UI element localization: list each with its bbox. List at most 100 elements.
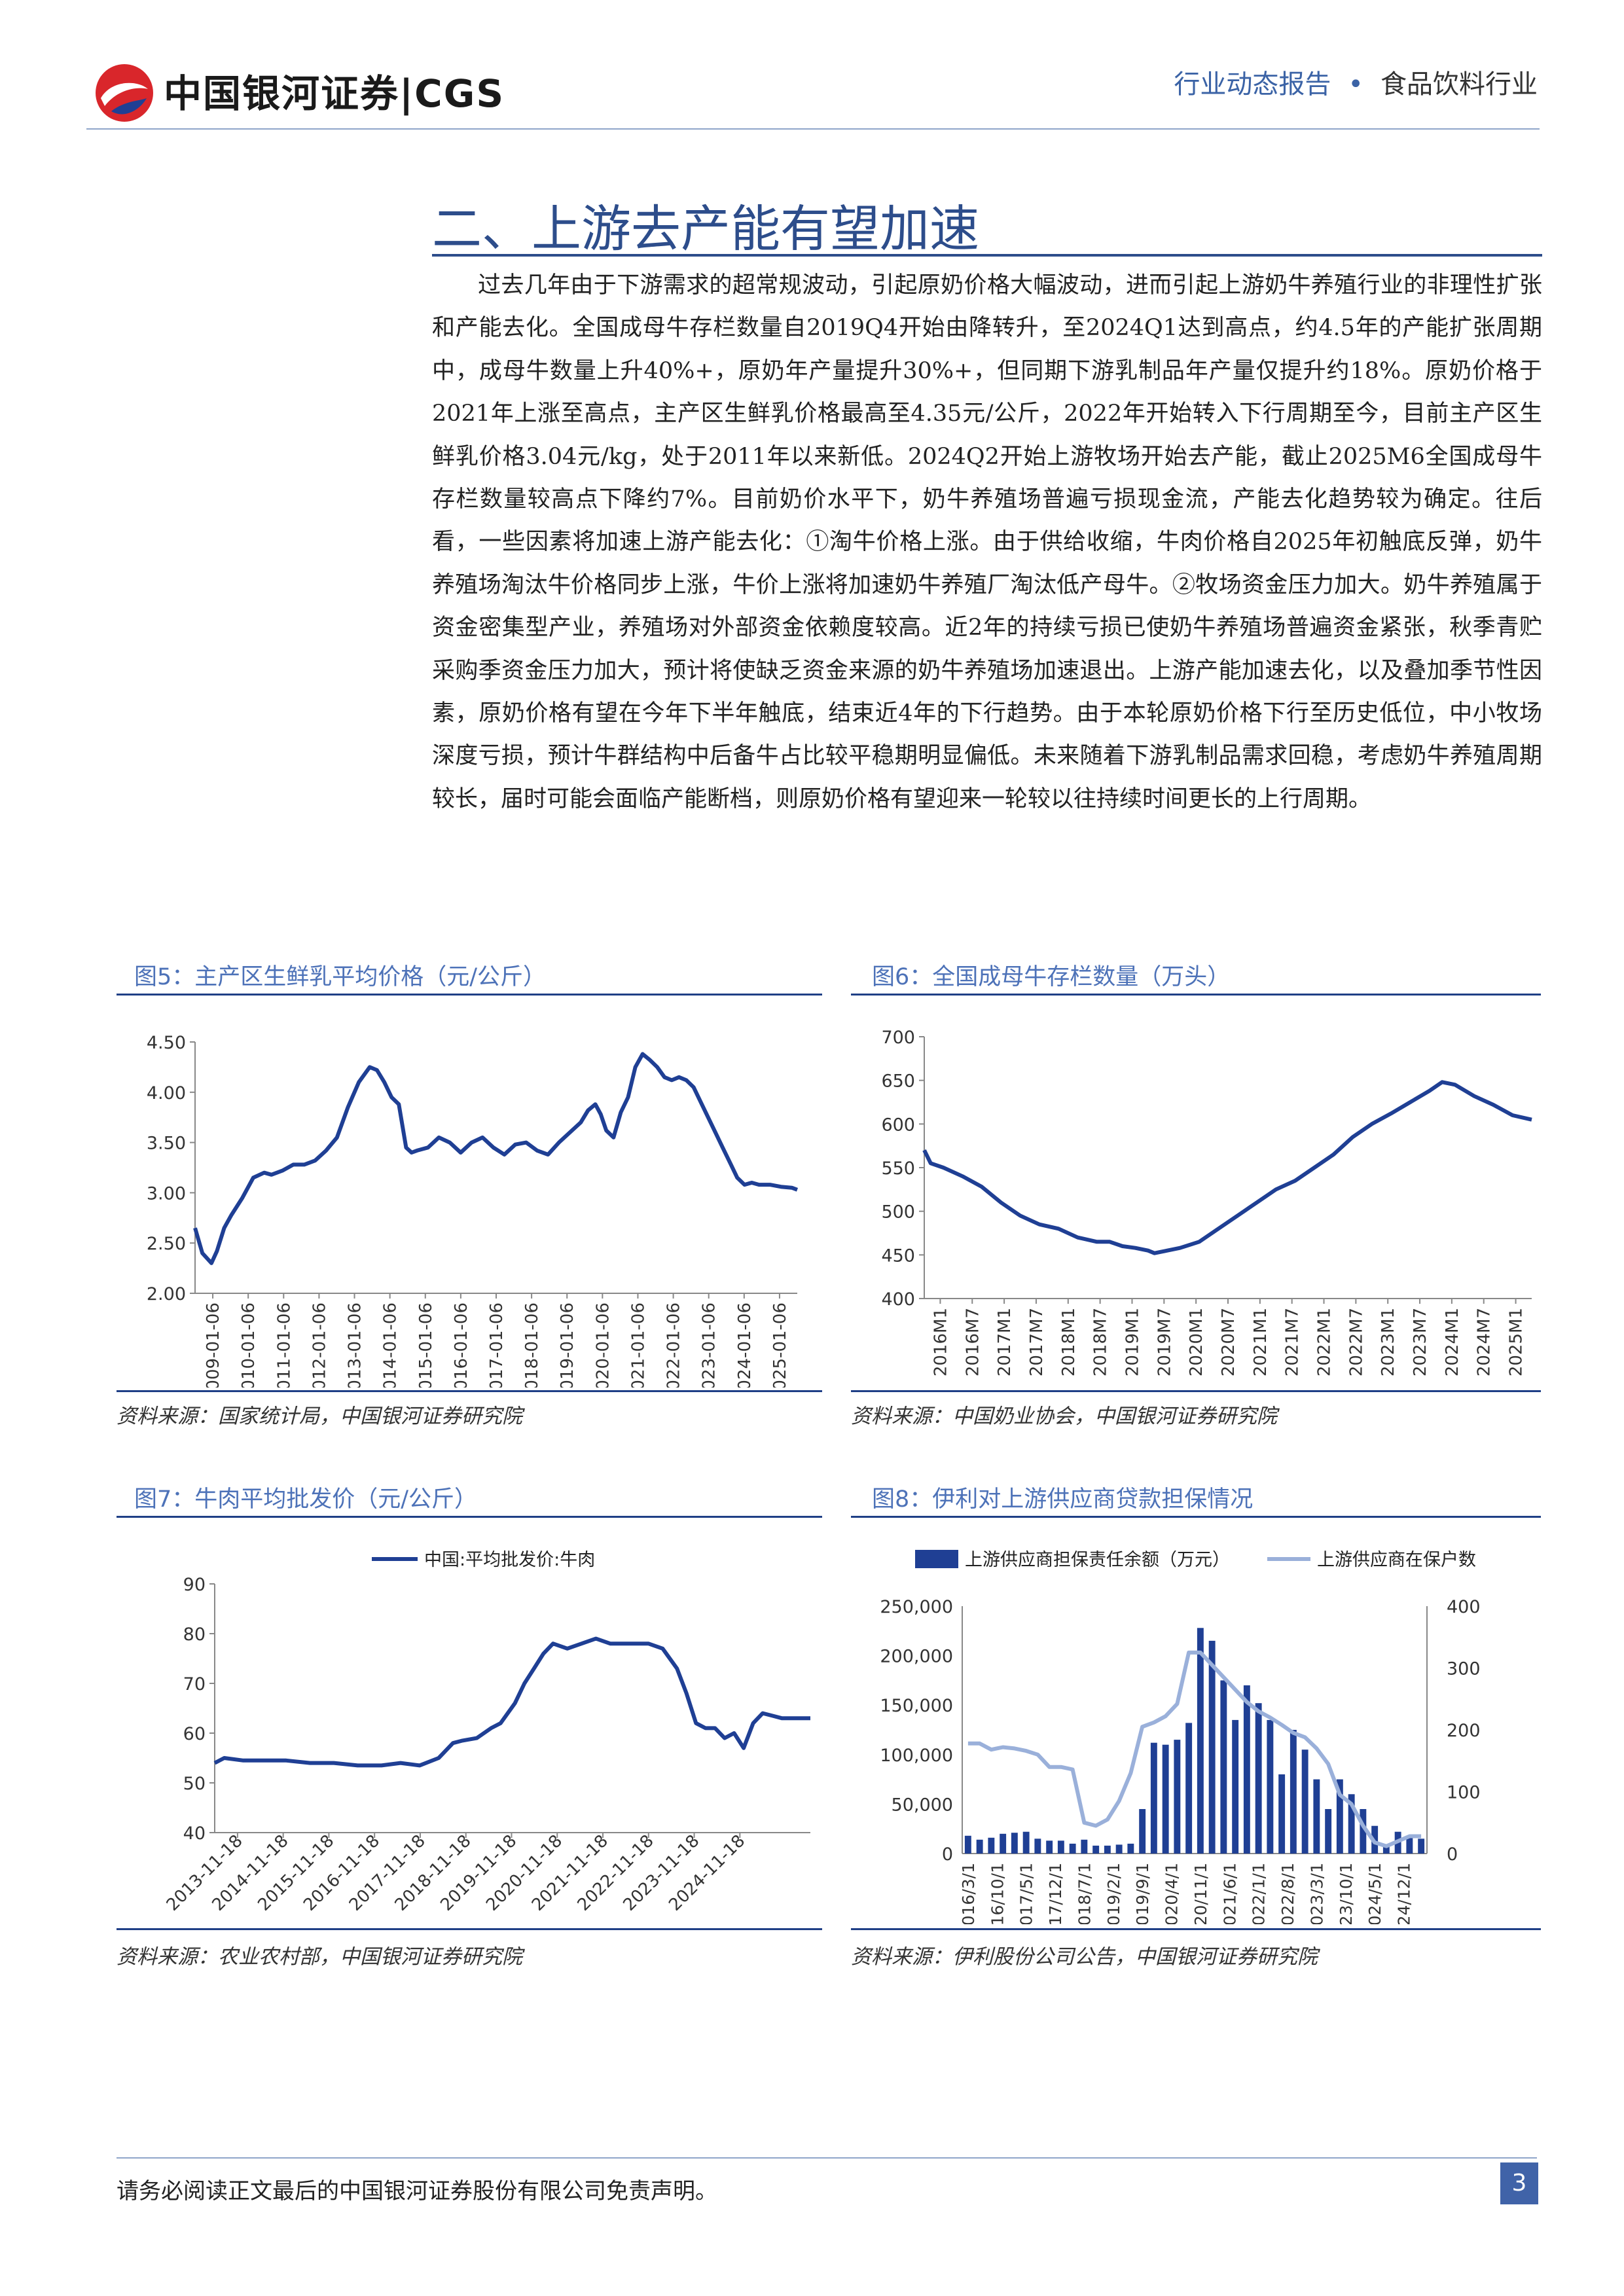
y-tick-label: 40 (183, 1823, 206, 1844)
x-tick-label: 2019M7 (1155, 1308, 1174, 1376)
x-tick-label: 2022-01-06 (664, 1302, 684, 1388)
bar (1034, 1839, 1041, 1854)
x-tick-label: 2014-01-06 (381, 1302, 401, 1388)
section-divider (432, 254, 1542, 257)
fig6-title: 图6：全国成母牛存栏数量（万头） (872, 964, 1231, 990)
x-tick-label: 2017/12/1 (1046, 1863, 1065, 1924)
report-type: 行业动态报告 (1174, 69, 1331, 99)
x-tick-label: 2022/8/1 (1278, 1863, 1297, 1924)
bar (964, 1835, 971, 1854)
x-tick-label: 2015-01-06 (416, 1302, 436, 1388)
x-tick-label: 2018M1 (1059, 1308, 1079, 1376)
y-tick-label: 600 (881, 1115, 915, 1135)
bar (976, 1839, 983, 1854)
fig5-chart: 4.50 4.00 3.50 3.00 2.50 2.00 2009-01-06 2010-0… (147, 1033, 799, 1388)
x-tick-label: 2025M1 (1507, 1308, 1526, 1376)
bar (1162, 1744, 1169, 1854)
y-tick-label: 450 (881, 1246, 915, 1266)
x-tick-label: 2012-01-06 (310, 1302, 329, 1388)
right-y-tick-label: 100 (1447, 1783, 1481, 1803)
fig6-bottom-rule (851, 1390, 1541, 1392)
x-tick-label: 2018M7 (1091, 1308, 1111, 1376)
fig7-rule (117, 1516, 822, 1518)
right-y-tick-label: 200 (1447, 1721, 1481, 1741)
y-tick-label: 650 (881, 1071, 915, 1092)
x-tick-label: 2020/11/1 (1191, 1863, 1210, 1924)
bar (1406, 1837, 1413, 1854)
fig6-chart: 700 650 600 550 500 450 400 2016M1 2016M7 2017M1 2… (881, 1028, 1532, 1376)
section-title: 二、上游去产能有望加速 (432, 200, 979, 258)
fig5-title: 图5：主产区生鲜乳平均价格（元/公斤） (134, 964, 547, 990)
x-tick-label: 2021-01-06 (628, 1302, 648, 1388)
x-tick-label: 2020/4/1 (1163, 1863, 1182, 1924)
bar (1278, 1774, 1286, 1854)
x-tick-label: 2016/10/1 (988, 1863, 1007, 1924)
x-tick-label: 2017/5/1 (1017, 1863, 1036, 1924)
left-y-tick-label: 50,000 (892, 1795, 953, 1815)
body-paragraph: 过去几年由于下游需求的超常规波动，引起原奶价格大幅波动，进而引起上游奶牛养殖行业… (432, 272, 1542, 812)
bar (1336, 1779, 1343, 1854)
bar (1208, 1640, 1216, 1854)
x-tick-label: 2024/12/1 (1395, 1863, 1414, 1924)
bar (988, 1837, 995, 1854)
fig5-source: 资料来源：国家统计局，中国银河证券研究院 (117, 1405, 522, 1428)
footer-disclaimer: 请务必阅读正文最后的中国银河证券股份有限公司免责声明。 (117, 2178, 717, 2204)
bar (1081, 1839, 1088, 1854)
x-tick-label: 2010-01-06 (239, 1302, 259, 1388)
fig8-chart: 250,000 200,000 150,000 100,000 50,000 0 400 30… (880, 1550, 1481, 1924)
fig7-source: 资料来源：农业农村部，中国银河证券研究院 (117, 1945, 522, 1969)
x-tick-label: 2024/5/1 (1365, 1863, 1384, 1924)
x-tick-label: 2018/7/1 (1075, 1863, 1094, 1924)
bar (1104, 1845, 1111, 1854)
x-tick-label: 2023M1 (1379, 1308, 1398, 1376)
bar (1127, 1843, 1134, 1854)
brand-name: 中国银河证券|CGS (164, 71, 505, 116)
x-tick-label: 2020M7 (1219, 1308, 1238, 1376)
bar (1290, 1730, 1297, 1854)
fig5-rule (117, 994, 822, 996)
x-tick-label: 2020-01-06 (593, 1302, 613, 1388)
bar (1185, 1723, 1193, 1854)
bar (1255, 1703, 1262, 1854)
fig7-bottom-rule (117, 1928, 822, 1930)
bar (1267, 1719, 1274, 1854)
x-tick-label: 2017-01-06 (487, 1302, 507, 1388)
x-tick-label: 2009-01-06 (204, 1302, 223, 1388)
left-y-tick-label: 150,000 (880, 1696, 953, 1716)
x-tick-label: 2016M7 (963, 1308, 983, 1376)
x-tick-label: 2016M1 (931, 1308, 950, 1376)
y-tick-label: 80 (183, 1624, 206, 1645)
fig8-source: 资料来源：伊利股份公司公告，中国银河证券研究院 (851, 1945, 1318, 1969)
x-tick-label: 2024-01-06 (735, 1302, 755, 1388)
x-tick-label: 2016/3/1 (959, 1863, 978, 1924)
bar (1000, 1833, 1007, 1854)
fig8-bottom-rule (851, 1928, 1541, 1930)
header-separator: • (1348, 69, 1363, 99)
cgs-logo-icon (96, 64, 153, 122)
x-tick-label: 2025-01-06 (770, 1302, 790, 1388)
x-tick-label: 2019M1 (1123, 1308, 1142, 1376)
series-line-accounts (967, 1650, 1422, 1848)
series-line (922, 1080, 1532, 1255)
bar (1022, 1831, 1030, 1854)
bar (1115, 1844, 1123, 1854)
bar (1232, 1719, 1239, 1854)
x-tick-label: 2024M1 (1443, 1308, 1462, 1376)
x-tick-label: 2021M1 (1251, 1308, 1271, 1376)
bar (1174, 1740, 1181, 1854)
right-y-tick-label: 300 (1447, 1659, 1481, 1679)
fig8-title: 图8：伊利对上游供应商贷款担保情况 (872, 1486, 1254, 1513)
x-tick-label: 2019/9/1 (1133, 1863, 1152, 1924)
left-y-tick-label: 0 (942, 1844, 953, 1865)
bar (1069, 1843, 1076, 1854)
x-tick-label: 2013-01-06 (346, 1302, 365, 1388)
bar (1092, 1845, 1100, 1854)
x-tick-label: 2023M7 (1411, 1308, 1430, 1376)
bar (1011, 1833, 1018, 1854)
x-tick-label: 2016-01-06 (452, 1302, 471, 1388)
x-tick-label: 2022M1 (1315, 1308, 1335, 1376)
right-y-tick-label: 0 (1447, 1844, 1458, 1865)
legend-label: 中国:平均批发价:牛肉 (424, 1550, 595, 1570)
x-tick-label: 2023-01-06 (700, 1302, 719, 1388)
x-tick-label: 2017M1 (995, 1308, 1015, 1376)
